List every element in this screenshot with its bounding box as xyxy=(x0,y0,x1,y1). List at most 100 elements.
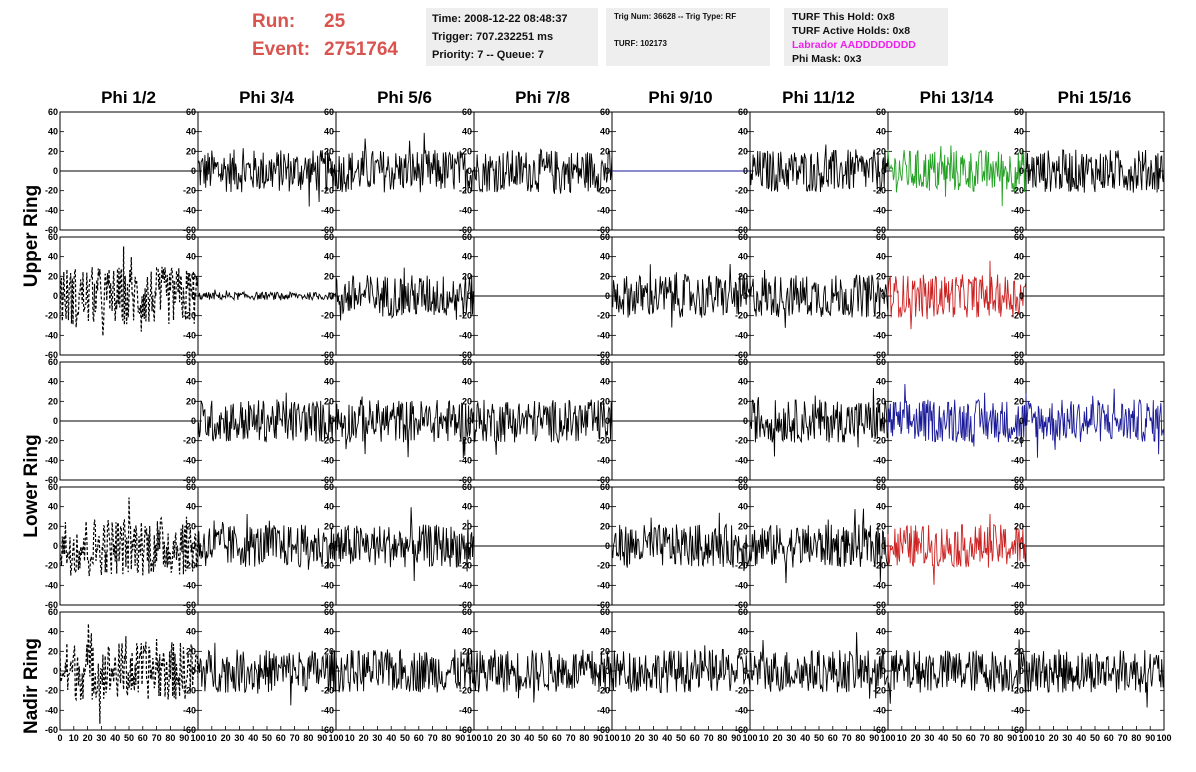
y-tick-label: 40 xyxy=(324,377,334,387)
y-tick-label: -20 xyxy=(597,561,610,571)
time-info-box: Time: 2008-12-22 08:48:37 Trigger: 707.2… xyxy=(426,8,598,66)
panel-frame-r2-c2 xyxy=(335,361,475,481)
y-tick-label: -40 xyxy=(1011,580,1024,590)
y-tick-label: 40 xyxy=(1014,252,1024,262)
y-tick-label: -20 xyxy=(45,436,58,446)
y-tick-label: -20 xyxy=(321,436,334,446)
y-tick-label: -40 xyxy=(1011,205,1024,215)
y-tick-label: 40 xyxy=(324,252,334,262)
trace-r4-c6 xyxy=(887,639,1027,704)
y-tick-label: -20 xyxy=(735,561,748,571)
y-tick-label: -60 xyxy=(735,225,748,235)
y-tick-label: -40 xyxy=(597,330,610,340)
y-tick-label: 60 xyxy=(324,357,334,367)
y-tick-label: -60 xyxy=(873,475,886,485)
y-tick-label: 60 xyxy=(186,482,196,492)
y-tick-label: 60 xyxy=(186,357,196,367)
y-tick-label: -40 xyxy=(45,455,58,465)
run-value: 25 xyxy=(324,11,346,32)
y-tick-label: -20 xyxy=(1011,311,1024,321)
y-tick-label: -40 xyxy=(183,330,196,340)
x-tick-label: 20 xyxy=(359,733,369,743)
x-tick-label: 70 xyxy=(980,733,990,743)
x-tick-label: 40 xyxy=(938,733,948,743)
y-tick-label: 40 xyxy=(876,627,886,637)
y-tick-label: 40 xyxy=(1014,627,1024,637)
y-tick-label: 20 xyxy=(324,271,334,281)
x-tick-label: 40 xyxy=(1076,733,1086,743)
y-tick-label: 60 xyxy=(186,232,196,242)
y-tick-label: -40 xyxy=(735,705,748,715)
x-tick-label: 70 xyxy=(290,733,300,743)
y-tick-label: 40 xyxy=(600,127,610,137)
y-tick-label: 60 xyxy=(462,357,472,367)
y-tick-label: -40 xyxy=(45,330,58,340)
y-tick-label: 60 xyxy=(600,107,610,117)
y-tick-label: 40 xyxy=(324,127,334,137)
y-tick-label: 0 xyxy=(329,541,334,551)
y-tick-label: 0 xyxy=(743,416,748,426)
y-tick-label: 0 xyxy=(53,416,58,426)
y-tick-label: 40 xyxy=(462,127,472,137)
y-tick-label: -60 xyxy=(1011,350,1024,360)
x-tick-label: 10 xyxy=(621,733,631,743)
x-tick-label: 20 xyxy=(221,733,231,743)
trace-r0-c7 xyxy=(1025,149,1165,193)
y-tick-label: 0 xyxy=(1019,291,1024,301)
y-tick-label: -60 xyxy=(597,475,610,485)
y-tick-label: -60 xyxy=(183,350,196,360)
y-tick-label: -20 xyxy=(597,686,610,696)
y-tick-label: 20 xyxy=(324,396,334,406)
y-tick-label: -60 xyxy=(735,725,748,735)
y-tick-label: -20 xyxy=(459,186,472,196)
x-tick-label: 30 xyxy=(234,733,244,743)
event-label: Event: xyxy=(252,39,311,60)
y-tick-label: 20 xyxy=(1014,146,1024,156)
x-tick-label: 80 xyxy=(717,733,727,743)
y-tick-label: 60 xyxy=(462,107,472,117)
y-tick-label: -40 xyxy=(735,455,748,465)
y-tick-label: -40 xyxy=(321,330,334,340)
trace-r1-c6 xyxy=(887,260,1027,330)
y-tick-label: -60 xyxy=(321,475,334,485)
y-tick-label: 0 xyxy=(467,416,472,426)
y-tick-label: -40 xyxy=(597,205,610,215)
y-tick-label: 0 xyxy=(467,666,472,676)
y-tick-label: 60 xyxy=(462,607,472,617)
phi-header-5-6: Phi 5/6 xyxy=(377,88,432,107)
y-tick-label: -20 xyxy=(735,311,748,321)
y-tick-label: -60 xyxy=(459,475,472,485)
x-tick-label: 90 xyxy=(1007,733,1017,743)
y-tick-label: 60 xyxy=(48,357,58,367)
y-tick-label: 60 xyxy=(876,107,886,117)
x-tick-label: 80 xyxy=(855,733,865,743)
y-tick-label: 20 xyxy=(738,271,748,281)
y-tick-label: 0 xyxy=(191,416,196,426)
y-tick-label: 40 xyxy=(738,627,748,637)
y-tick-label: 40 xyxy=(186,252,196,262)
y-tick-label: 0 xyxy=(329,416,334,426)
y-tick-label: -60 xyxy=(597,600,610,610)
y-tick-label: 20 xyxy=(876,146,886,156)
x-tick-label: 30 xyxy=(510,733,520,743)
y-tick-label: -40 xyxy=(873,205,886,215)
y-tick-label: 60 xyxy=(186,107,196,117)
panel-frame-r2-c7 xyxy=(1025,361,1165,481)
time-text: Time: 2008-12-22 08:48:37 xyxy=(432,13,568,25)
x-tick-label: 80 xyxy=(1131,733,1141,743)
y-tick-label: 40 xyxy=(186,502,196,512)
x-tick-label: 30 xyxy=(786,733,796,743)
y-tick-label: 20 xyxy=(462,146,472,156)
y-tick-label: 0 xyxy=(467,166,472,176)
x-tick-label: 60 xyxy=(690,733,700,743)
y-tick-label: -60 xyxy=(45,350,58,360)
y-tick-label: 60 xyxy=(738,232,748,242)
y-tick-label: -40 xyxy=(735,330,748,340)
y-tick-label: -20 xyxy=(45,311,58,321)
x-tick-label: 20 xyxy=(911,733,921,743)
phi-header-7-8: Phi 7/8 xyxy=(515,88,570,107)
y-tick-label: 40 xyxy=(876,502,886,512)
x-tick-label: 100 xyxy=(1018,733,1033,743)
trace-r4-c1 xyxy=(197,642,337,706)
